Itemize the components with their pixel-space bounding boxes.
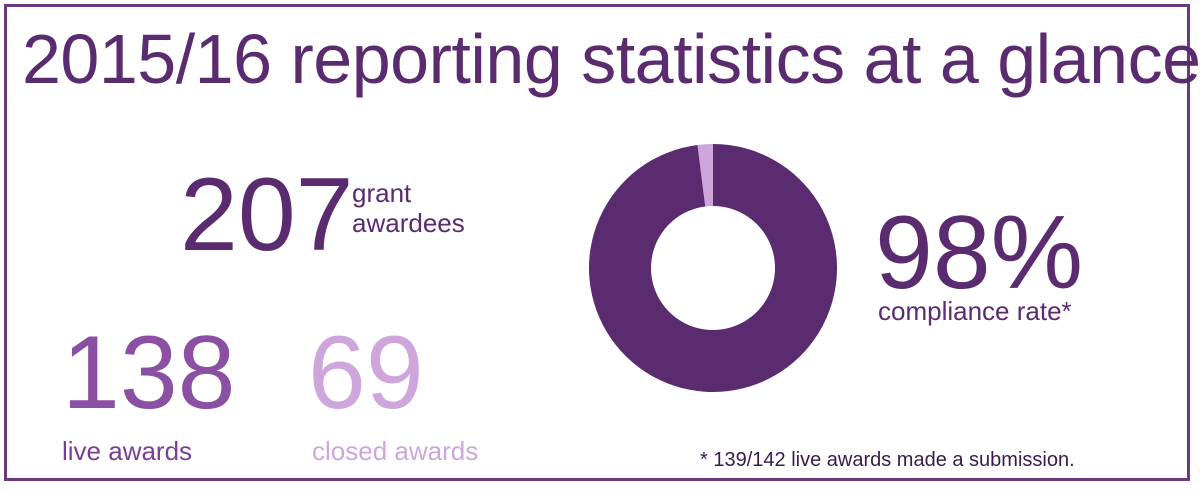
awardees-count: 207: [180, 157, 354, 273]
awardees-label: grant awardees: [352, 178, 465, 238]
live-awards-count: 138: [62, 315, 236, 431]
compliance-rate-label: compliance rate*: [878, 296, 1072, 326]
awardees-label-line-2: awardees: [352, 208, 465, 238]
live-awards-label: live awards: [62, 436, 193, 466]
closed-awards-count: 69: [308, 315, 424, 431]
closed-awards-label: closed awards: [312, 436, 479, 466]
donut-slice-noncompliant: [697, 144, 713, 207]
page-title: 2015/16 reporting statistics at a glance: [22, 20, 1200, 98]
compliance-donut-chart: [589, 144, 837, 392]
footnote: * 139/142 live awards made a submission.: [700, 449, 1075, 471]
compliance-rate-value: 98%: [875, 195, 1084, 311]
infographic-frame: [4, 4, 1190, 481]
donut-slice-compliant: [589, 144, 837, 392]
awardees-label-line-1: grant: [352, 178, 412, 208]
